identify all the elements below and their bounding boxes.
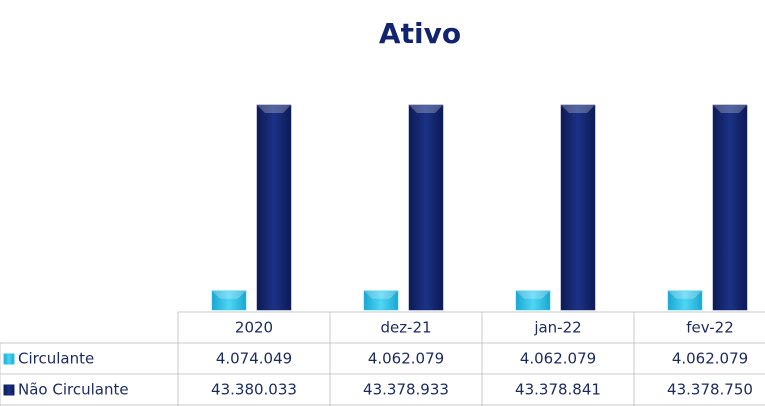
value-label: 4.062.079	[520, 350, 596, 368]
table-grid	[0, 311, 765, 406]
bar	[667, 290, 703, 311]
bar-bevel	[713, 105, 747, 114]
bar-bevel	[212, 290, 246, 299]
chart-title: Ativo	[379, 17, 461, 50]
bar	[256, 104, 292, 311]
bar	[408, 104, 444, 311]
bar-bevel	[409, 105, 443, 114]
x-tick-label: dez-21	[380, 319, 431, 337]
value-label: 4.062.079	[672, 350, 748, 368]
bar-bevel	[668, 290, 702, 299]
legend-swatch	[3, 384, 15, 396]
bar	[363, 290, 399, 311]
bar-bevel	[364, 290, 398, 299]
value-label: 43.378.841	[515, 381, 601, 399]
x-tick-label: fev-22	[686, 319, 733, 337]
bar	[560, 104, 596, 311]
value-label: 4.074.049	[216, 350, 292, 368]
bar-bevel	[516, 290, 550, 299]
legend-label: Não Circulante	[18, 381, 129, 399]
bar	[515, 290, 551, 311]
value-label: 4.062.079	[368, 350, 444, 368]
bar	[211, 290, 247, 311]
bar-bevel	[257, 105, 291, 113]
x-tick-label: jan-22	[533, 319, 581, 337]
legend-swatch	[3, 353, 15, 365]
value-label: 43.378.933	[363, 381, 449, 399]
value-label: 43.378.750	[667, 381, 753, 399]
value-label: 43.380.033	[211, 381, 297, 399]
legend-label: Circulante	[18, 350, 94, 368]
bar-bevel	[561, 105, 595, 114]
bar	[712, 104, 748, 311]
x-tick-label: 2020	[235, 319, 273, 337]
